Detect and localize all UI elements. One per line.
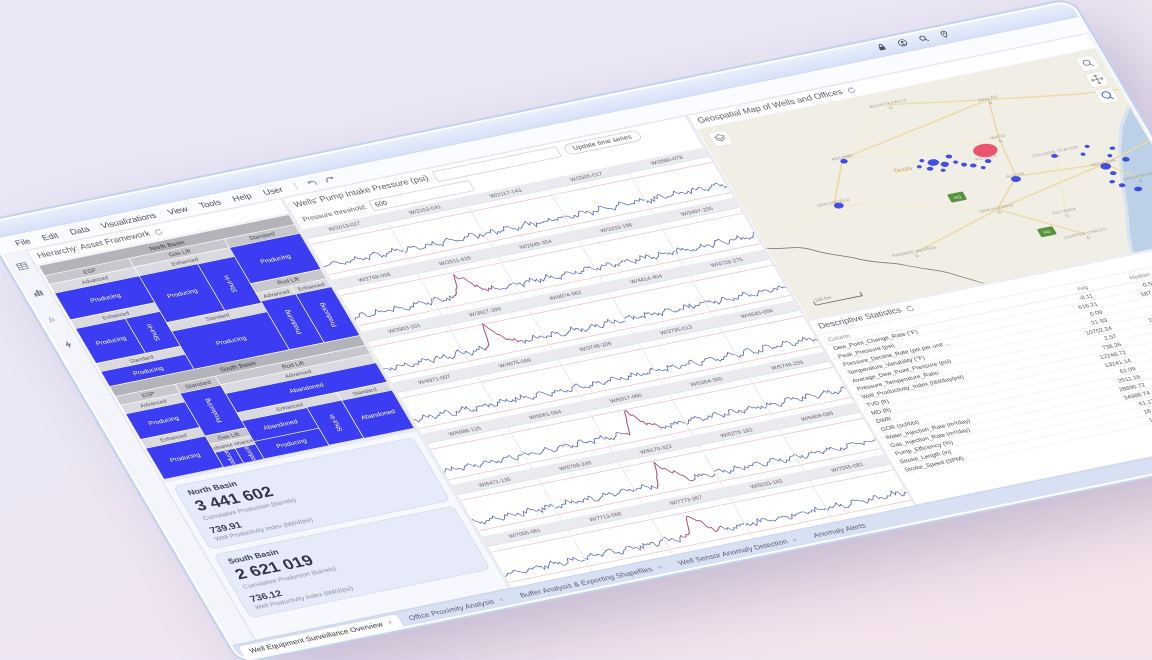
pressure-series-line: [573, 368, 657, 391]
tab-close-icon[interactable]: ×: [791, 536, 799, 543]
pressure-series-line: [402, 231, 486, 254]
anomaly-segment: [613, 406, 663, 436]
menu-divider: |: [292, 182, 299, 190]
pressure-series-line: [442, 453, 525, 475]
pressure-series-line: [674, 232, 758, 255]
pressure-series-line: [412, 401, 496, 424]
undo-icon[interactable]: [304, 177, 320, 188]
tab-close-icon[interactable]: ×: [386, 619, 394, 626]
data-table-icon[interactable]: [14, 260, 33, 275]
lock-icon[interactable]: [874, 42, 891, 55]
pressure-series-line: [734, 335, 818, 358]
refresh-icon[interactable]: [845, 86, 858, 95]
tab-label: Anomaly Alerts: [812, 522, 868, 539]
pressure-series-line: [704, 283, 788, 306]
pressure-series-line: [352, 298, 436, 321]
pressure-series-line: [824, 488, 908, 511]
pressure-series-line: [522, 435, 605, 458]
svg-text:fx: fx: [47, 316, 57, 324]
pressure-series-line: [543, 316, 627, 339]
pressure-series-line: [654, 506, 747, 544]
pressure-series-line: [594, 249, 677, 271]
pressure-series-line: [483, 214, 567, 237]
refresh-icon[interactable]: [904, 304, 917, 313]
bar-chart-icon[interactable]: [29, 287, 48, 302]
refresh-icon[interactable]: [152, 227, 165, 236]
pressure-series-line: [714, 454, 798, 477]
pressure-series-line: [623, 453, 717, 493]
tab-close-icon[interactable]: ×: [498, 596, 506, 603]
pressure-series-line: [593, 401, 687, 441]
pressure-series-line: [764, 386, 848, 409]
pressure-series-line: [684, 402, 767, 425]
anomaly-segment: [443, 270, 492, 298]
function-icon[interactable]: fx: [45, 313, 64, 328]
pressure-series-line: [422, 265, 515, 304]
redo-icon[interactable]: [322, 173, 338, 184]
pressure-series-line: [502, 554, 586, 577]
search-icon[interactable]: [916, 33, 933, 46]
bolt-icon[interactable]: [60, 339, 79, 354]
pressure-series-line: [381, 349, 465, 372]
pressure-series-line: [563, 197, 647, 220]
pressure-series-line: [653, 351, 737, 374]
pressure-series-line: [744, 505, 827, 528]
user-icon[interactable]: [895, 37, 912, 50]
pressure-series-line: [472, 503, 556, 526]
pressure-series-line: [321, 247, 404, 270]
pressure-series-line: [513, 265, 597, 288]
tab-close-icon[interactable]: ×: [656, 564, 664, 571]
pin-icon[interactable]: [937, 29, 954, 42]
anomaly-segment: [471, 318, 522, 349]
pressure-series-line: [623, 300, 707, 323]
pressure-series-line: [492, 384, 576, 407]
anomaly-segment: [675, 511, 723, 537]
pressure-series-line: [552, 486, 636, 509]
pressure-series-line: [795, 438, 878, 460]
pressure-series-line: [644, 181, 728, 204]
